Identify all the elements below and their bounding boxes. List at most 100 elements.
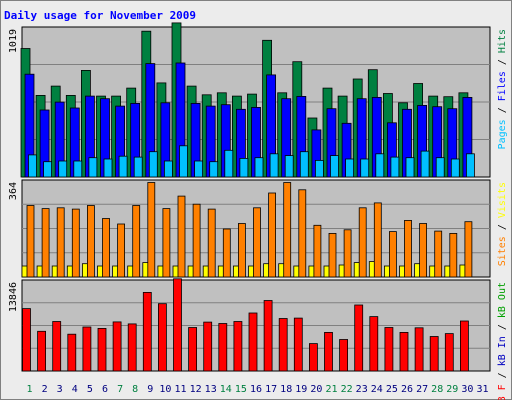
bar-kb-f-day-24	[369, 316, 379, 372]
bar-sites-day-5	[87, 205, 95, 278]
x-tick-label: 25	[386, 384, 398, 395]
bar-kb-f-day-7	[112, 321, 122, 372]
x-tick-label: 5	[87, 384, 93, 395]
bar-pages-day-10	[163, 160, 173, 178]
y-max-label: 1019	[8, 29, 19, 53]
bar-sites-day-6	[102, 218, 110, 278]
bar-kb-f-day-26	[399, 331, 409, 372]
bar-kb-f-day-19	[293, 317, 303, 372]
legend-entry: Sites	[497, 236, 508, 266]
x-tick-label: 31	[476, 384, 488, 395]
x-tick-label: 8	[132, 384, 138, 395]
legend-entry: kB F	[497, 384, 508, 400]
legend-entry: Visits	[497, 182, 508, 218]
series-sites	[26, 182, 473, 278]
panel-kbf-kbin-kbout: 13 8 4 6 kB F / kB In / kB Out	[8, 278, 508, 400]
x-tick-label: 24	[371, 384, 383, 395]
x-tick-label: 11	[174, 384, 186, 395]
bar-pages-day-4	[73, 160, 83, 178]
x-tick-label: 13	[205, 384, 217, 395]
bar-sites-day-21	[328, 232, 337, 278]
bar-pages-day-1	[28, 154, 37, 178]
bar-pages-day-27	[420, 150, 430, 178]
x-tick-label: 27	[416, 384, 428, 395]
bar-sites-day-3	[56, 207, 65, 278]
bar-sites-day-27	[419, 223, 428, 278]
bar-kb-f-day-27	[414, 327, 424, 372]
bar-pages-day-18	[284, 155, 294, 178]
bar-kb-f-day-22	[339, 339, 349, 372]
x-tick-label: 6	[102, 384, 108, 395]
bar-sites-day-24	[373, 202, 382, 278]
legend: kB F / kB In / kB Out	[497, 282, 508, 400]
x-tick-label: 19	[295, 384, 307, 395]
x-tick-label: 1	[26, 384, 32, 395]
x-tick-label: 22	[341, 384, 353, 395]
x-tick-label: 15	[235, 384, 247, 395]
bar-sites-day-15	[237, 223, 246, 278]
bar-sites-day-1	[26, 205, 35, 278]
bar-kb-f-day-14	[218, 323, 228, 372]
x-tick-label: 20	[310, 384, 322, 395]
bar-pages-day-23	[360, 158, 370, 178]
bar-sites-day-8	[132, 205, 141, 278]
bar-sites-day-30	[464, 221, 473, 278]
bar-kb-f-day-30	[459, 320, 469, 372]
bar-sites-day-4	[71, 208, 80, 278]
panel-sites-visits: 364 Sites / Visits	[8, 179, 508, 278]
bar-kb-f-day-8	[127, 323, 137, 372]
panel-hits-files-pages: 1019 Pages / Files / Hits	[8, 22, 508, 178]
bar-kb-f-day-29	[444, 333, 454, 372]
bar-sites-day-14	[222, 228, 231, 278]
legend-entry: kB Out	[497, 282, 508, 318]
bar-kb-f-day-16	[248, 312, 258, 372]
bar-sites-day-25	[388, 231, 397, 278]
series-files	[24, 62, 473, 178]
bar-pages-day-25	[390, 156, 400, 178]
bar-kb-f-day-17	[263, 300, 273, 372]
bar-kb-f-day-10	[157, 303, 167, 372]
bar-kb-f-day-3	[52, 321, 62, 372]
x-tick-label: 17	[265, 384, 277, 395]
bar-kb-f-day-4	[67, 333, 77, 372]
bar-pages-day-20	[314, 159, 324, 178]
bar-kb-f-day-23	[354, 304, 364, 372]
bar-pages-day-21	[330, 155, 339, 178]
bar-pages-day-28	[435, 157, 445, 178]
x-tick-label: 12	[190, 384, 202, 395]
bar-kb-f-day-1	[22, 308, 31, 372]
bar-pages-day-17	[269, 153, 279, 178]
x-tick-label: 9	[147, 384, 153, 395]
bar-sites-day-11	[177, 195, 186, 278]
bar-sites-day-23	[358, 207, 367, 278]
x-tick-label: 26	[401, 384, 413, 395]
legend-entry: /	[497, 218, 508, 236]
bar-pages-day-26	[405, 157, 415, 178]
bar-pages-day-22	[345, 158, 355, 178]
x-tick-label: 2	[42, 384, 48, 395]
bar-kb-f-day-12	[188, 327, 198, 372]
bar-kb-f-day-15	[233, 321, 243, 372]
legend-entry: Hits	[497, 29, 508, 53]
bar-pages-day-30	[465, 153, 475, 178]
bar-kb-f-day-21	[324, 331, 333, 372]
bar-sites-day-13	[207, 208, 216, 278]
x-tick-label: 23	[356, 384, 368, 395]
bar-pages-day-9	[148, 151, 158, 178]
chart-title: Daily usage for November 2009	[4, 9, 196, 22]
legend-entry: Files	[497, 71, 508, 101]
bar-pages-day-3	[58, 160, 68, 178]
bar-pages-day-5	[88, 157, 98, 178]
x-tick-label: 16	[250, 384, 262, 395]
series-kb-f	[22, 278, 469, 372]
bar-pages-day-6	[103, 158, 113, 178]
legend-entry: kB In	[497, 336, 508, 366]
legend-entry: /	[497, 366, 508, 384]
bar-pages-day-2	[43, 161, 52, 178]
bar-sites-day-2	[41, 208, 50, 278]
x-tick-label: 4	[72, 384, 78, 395]
bar-sites-day-29	[449, 232, 458, 278]
legend-entry: Pages	[497, 119, 508, 149]
